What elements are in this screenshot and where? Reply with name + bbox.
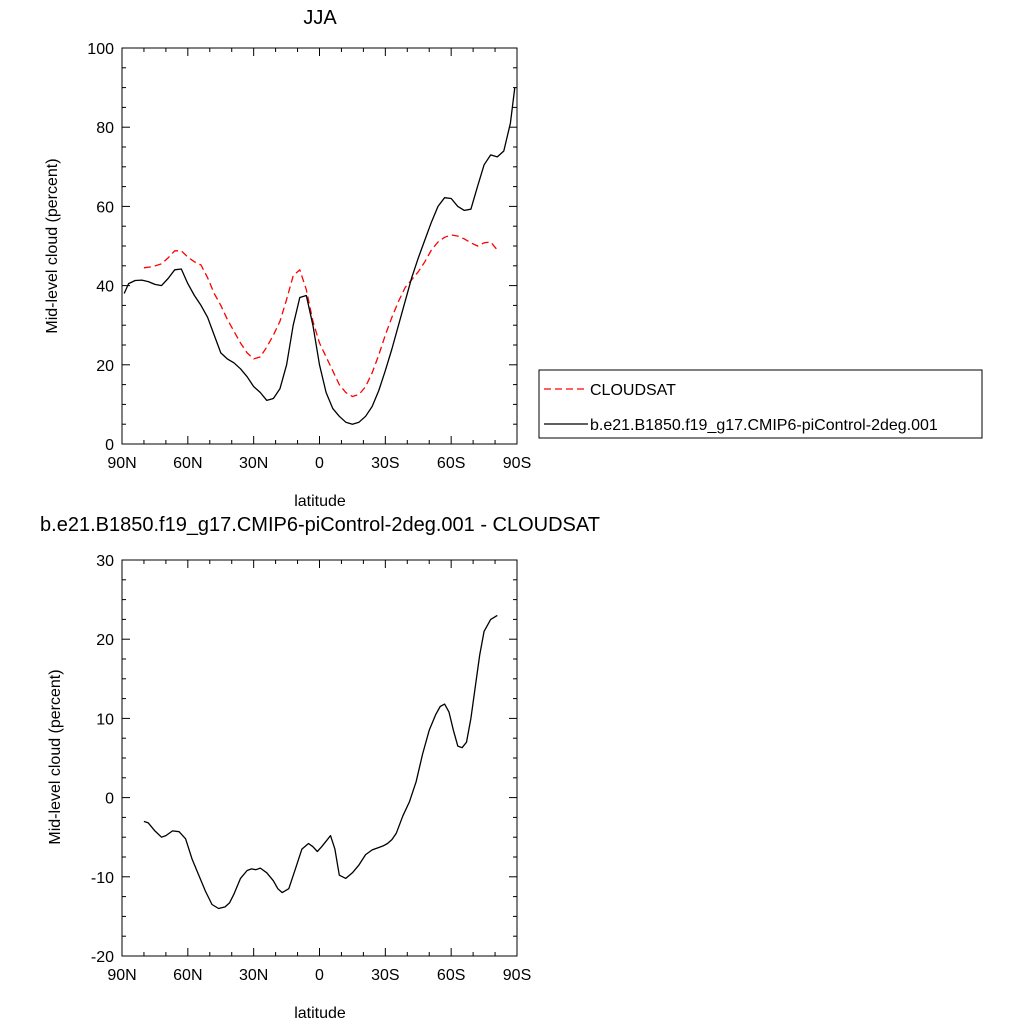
top-series-line-model <box>123 87 516 425</box>
top-x-tick-label: 90N <box>107 455 136 472</box>
bottom-y-tick-label: -20 <box>91 949 114 966</box>
bottom-y-tick-label: 0 <box>105 791 114 808</box>
bottom-x-axis-label: latitude <box>294 1005 346 1022</box>
top-x-tick-label: 0 <box>315 455 324 472</box>
top-x-axis-label: latitude <box>294 493 346 510</box>
top-y-tick-label: 80 <box>96 120 114 137</box>
top-x-tick-label: 30N <box>239 455 268 472</box>
bottom-x-tick-label: 60S <box>437 967 465 984</box>
bottom-x-tick-label: 0 <box>315 967 324 984</box>
bottom-series-line-difference <box>143 614 498 910</box>
top-y-tick-label: 60 <box>96 199 114 216</box>
bottom-plot-frame <box>121 559 518 957</box>
bottom-panel: b.e21.B1850.f19_g17.CMIP6-piControl-2deg… <box>40 514 600 1022</box>
legend-label-model: b.e21.B1850.f19_g17.CMIP6-piControl-2deg… <box>590 417 938 434</box>
bottom-y-tick-label: 20 <box>96 632 114 649</box>
top-x-tick-label: 30S <box>371 455 399 472</box>
bottom-x-tick-label: 30N <box>239 967 268 984</box>
top-y-tick-label: 40 <box>96 279 114 296</box>
bottom-y-tick-label: 30 <box>96 553 114 570</box>
bottom-x-tick-label: 30S <box>371 967 399 984</box>
bottom-plot-area: 90N 60N 30N 0 30S 60S 90S -20 -10 0 10 20 30 <box>91 553 531 984</box>
top-y-tick-label: 0 <box>105 437 114 454</box>
top-panel: JJA 90N 60N 30N 0 30S 60S 90S 0 20 40 60 80 100 lati… <box>44 7 531 510</box>
bottom-x-tick-label: 90S <box>503 967 531 984</box>
top-chart-title: JJA <box>303 7 337 29</box>
top-plot-frame <box>121 47 518 445</box>
legend-box <box>538 369 983 439</box>
legend-label-cloudsat: CLOUDSAT <box>590 382 676 399</box>
bottom-y-axis-label: Mid-level cloud (percent) <box>47 669 64 844</box>
bottom-x-tick-label: 60N <box>173 967 202 984</box>
bottom-chart-title: b.e21.B1850.f19_g17.CMIP6-piControl-2deg… <box>40 514 600 536</box>
top-plot-area: 90N 60N 30N 0 30S 60S 90S 0 20 40 60 80 100 <box>87 41 531 472</box>
bottom-y-tick-label: -10 <box>91 870 114 887</box>
top-series-line-cloudsat <box>143 234 498 398</box>
bottom-y-tick-label: 10 <box>96 711 114 728</box>
top-x-tick-label: 90S <box>503 455 531 472</box>
legend: CLOUDSAT b.e21.B1850.f19_g17.CMIP6-piCon… <box>538 369 983 439</box>
bottom-x-tick-label: 90N <box>107 967 136 984</box>
top-y-tick-label: 20 <box>96 358 114 375</box>
top-x-tick-label: 60N <box>173 455 202 472</box>
top-y-axis-label: Mid-level cloud (percent) <box>44 158 61 333</box>
top-x-tick-label: 60S <box>437 455 465 472</box>
top-y-tick-label: 100 <box>87 41 114 58</box>
